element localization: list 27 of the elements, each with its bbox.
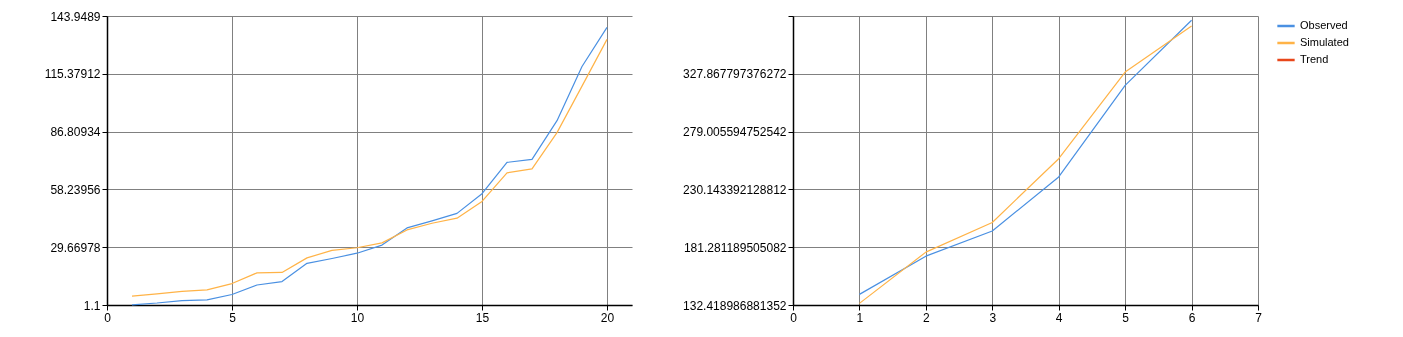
y-tick-label: 86.80934 — [50, 125, 101, 140]
x-tick-label: 15 — [475, 310, 490, 325]
y-tick-label: 58.23956 — [50, 182, 101, 197]
legend-label: Simulated — [1300, 36, 1349, 48]
y-tick-label: 1.1 — [83, 298, 101, 313]
y-tick-label: 29.66978 — [50, 240, 101, 255]
y-tick-label: 143.9489 — [50, 9, 101, 24]
x-tick-label: 0 — [790, 310, 798, 325]
x-tick-label: 5 — [1122, 310, 1130, 325]
x-tick-label: 4 — [1055, 310, 1063, 325]
x-tick-label: 5 — [229, 310, 237, 325]
x-tick-label: 2 — [923, 310, 931, 325]
y-tick-label: 279.005594752542 — [683, 125, 787, 140]
x-tick-label: 20 — [600, 310, 615, 325]
x-tick-label: 10 — [350, 310, 365, 325]
y-tick-label: 181.281189505082 — [683, 240, 787, 255]
legend-label: Trend — [1300, 53, 1329, 65]
x-tick-label: 3 — [989, 310, 997, 325]
x-tick-label: 7 — [1255, 310, 1263, 325]
x-tick-label: 6 — [1188, 310, 1196, 325]
y-tick-label: 132.418986881352 — [683, 298, 787, 313]
y-tick-label: 327.867797376272 — [683, 67, 787, 82]
x-tick-label: 0 — [104, 310, 112, 325]
y-tick-label: 230.143392128812 — [683, 182, 787, 197]
y-tick-label: 115.37912 — [44, 67, 101, 82]
x-tick-label: 1 — [856, 310, 864, 325]
legend-label: Observed — [1300, 19, 1348, 31]
